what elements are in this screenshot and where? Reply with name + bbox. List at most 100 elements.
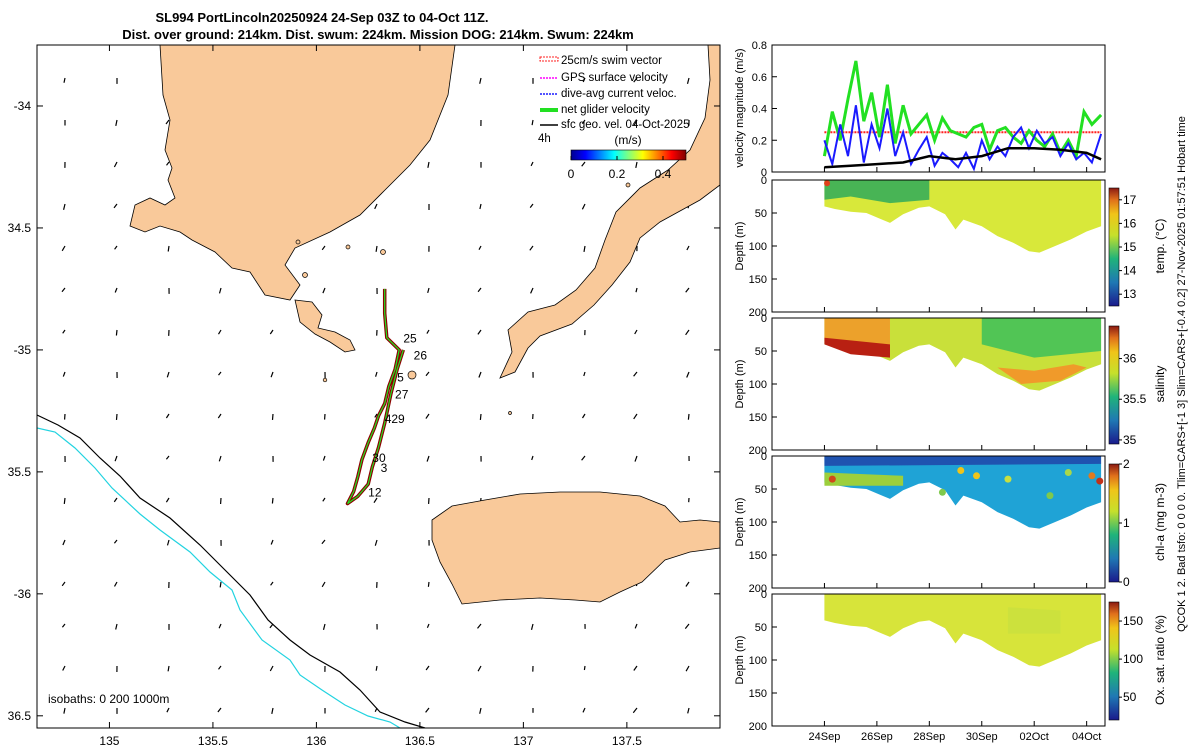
surface-vector: [427, 287, 430, 294]
surface-vector: [113, 497, 118, 503]
section-ytick-label: 0: [761, 313, 767, 325]
isobath-1000m: [37, 427, 401, 728]
track-day-label: 30: [372, 451, 386, 465]
section-ytick-label: 50: [755, 484, 767, 496]
section-ytick-label: 200: [749, 721, 767, 733]
section-feature: [824, 472, 904, 486]
section-ytick-label: 150: [749, 688, 767, 700]
velocity-ylabel: velocity magnitude (m/s): [734, 48, 746, 167]
surface-vector: [167, 665, 170, 672]
surface-velocity-vectors: [61, 77, 690, 715]
velocity-series-sfc: [824, 146, 1102, 169]
chl-patch: [1046, 492, 1054, 500]
map-colorbar-label: (m/s): [614, 133, 641, 147]
surface-vector: [63, 707, 66, 714]
surface-vector: [218, 665, 222, 670]
surface-vector: [61, 623, 66, 628]
map-colorbar-tick-label: 0: [568, 167, 575, 181]
section-ylabel: Depth (m): [734, 360, 746, 409]
surface-vector: [217, 707, 222, 713]
section-colorbar-tick-label: 14: [1123, 264, 1137, 278]
surface-vector: [581, 161, 586, 167]
map-frame: [36, 44, 721, 729]
surface-vector: [581, 455, 586, 461]
track-day-label: 12: [368, 485, 382, 499]
surface-vector: [425, 413, 430, 419]
section-ytick-label: 50: [755, 622, 767, 634]
surface-vector: [685, 287, 690, 293]
section-ytick-label: 200: [749, 583, 767, 595]
surface-vector: [218, 455, 222, 462]
section-colorbar-tick-label: 17: [1123, 193, 1137, 207]
surface-vector: [217, 329, 222, 335]
surface-vector: [166, 707, 170, 713]
section-xtick-label: 28Sep: [913, 731, 945, 743]
surface-vector: [477, 665, 482, 672]
map-title-line2: Dist. over ground: 214km. Dist. swum: 22…: [122, 27, 634, 42]
section-xtick-label: 02Oct: [1020, 731, 1049, 743]
section-colorbar: [1108, 325, 1120, 445]
legend-swim: 25cm/s swim vector: [561, 55, 662, 67]
surface-vector: [114, 287, 118, 293]
velocity-ticks: 0 0.2 0.4 0.6 0.8: [752, 40, 1088, 179]
surface-vector: [321, 539, 326, 545]
surface-vector: [582, 77, 586, 83]
section-ytick-label: 100: [749, 379, 767, 391]
legend-net: net glider velocity: [561, 104, 650, 116]
track-day-label: 26: [414, 349, 428, 363]
section-colorbar: [1108, 463, 1120, 583]
surface-vector: [529, 203, 534, 208]
surface-vector: [479, 413, 482, 420]
surface-vector: [61, 581, 66, 587]
map-xtick-label: 135: [99, 734, 119, 748]
map-colorbar: [570, 149, 687, 161]
surface-vector: [113, 539, 118, 544]
net-velocity-track: [346, 288, 404, 505]
surface-vector: [167, 245, 170, 252]
map-xtick-label: 137.5: [612, 734, 642, 748]
map-axis-ticks: 135 135.5 136 136.5 137 137.5 -34 34.5 -35 35.5 -3…: [8, 45, 720, 748]
surface-vector: [322, 455, 326, 461]
section-colorbar-tick-label: 0: [1123, 575, 1130, 589]
section-feature: [824, 180, 930, 204]
chl-patch: [938, 488, 946, 496]
surface-vector: [113, 203, 118, 209]
surface-vector: [478, 245, 482, 250]
surface-vector: [634, 329, 638, 335]
chl-patch: [1088, 472, 1096, 480]
section-ytick-label: 200: [749, 445, 767, 457]
map-xtick-label: 135.5: [198, 734, 228, 748]
surface-vector: [633, 413, 638, 420]
track-day-label: 3: [381, 461, 388, 475]
surface-vector: [375, 245, 378, 252]
surface-vector: [218, 623, 222, 629]
legend-sfc: sfc geo. vel. 04-Oct-2025: [561, 119, 689, 131]
section-xtick-label: 04Oct: [1072, 731, 1101, 743]
section-colorbar-tick-label: 36: [1123, 352, 1137, 366]
surface-vector: [634, 455, 638, 462]
section-2: 0 50 100 150 200 Depth (m) 35 35.5 36 salinity: [734, 313, 1167, 457]
surface-vector: [635, 287, 638, 293]
track-day-label: 5: [397, 371, 404, 385]
track-day-label: 25: [403, 332, 417, 346]
section-ylabel: Depth (m): [734, 498, 746, 547]
surface-vector: [479, 707, 482, 714]
surface-vector: [271, 497, 274, 504]
surface-vector: [425, 707, 430, 713]
section-colorbar: [1108, 187, 1120, 307]
surface-vector: [322, 623, 326, 630]
section-ytick-label: 50: [755, 346, 767, 358]
velocity-ytick-label: 0.4: [752, 104, 767, 116]
surface-vector: [530, 161, 534, 167]
section-colorbar-tick-label: 35.5: [1123, 392, 1147, 406]
surface-vector: [479, 77, 482, 84]
surface-vector: [219, 581, 222, 588]
section-colorbar-tick-label: 1: [1123, 516, 1130, 530]
chl-patch: [1004, 475, 1012, 483]
map-colorbar-tick-label: 0.4: [655, 167, 672, 181]
section-ytick-label: 100: [749, 517, 767, 529]
section-colorbar-label: temp. (°C): [1153, 219, 1167, 274]
surface-vector: [581, 119, 586, 124]
surface-vector: [582, 707, 586, 713]
surface-vector: [425, 665, 430, 671]
